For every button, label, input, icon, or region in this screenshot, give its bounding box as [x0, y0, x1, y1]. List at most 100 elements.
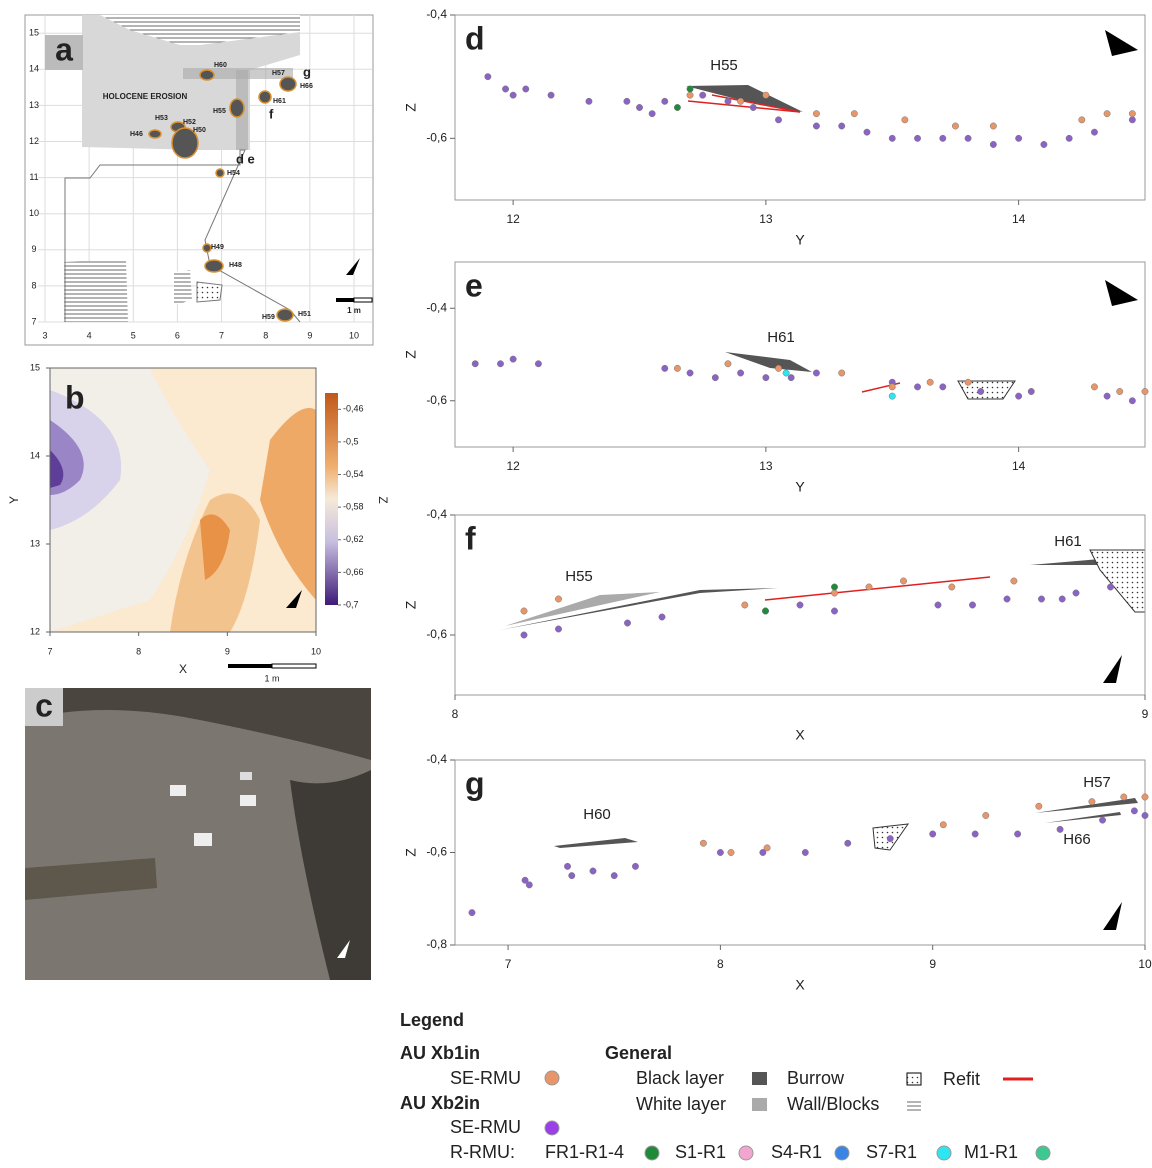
colorbar: [325, 393, 338, 605]
legend-group: AU Xb1in: [400, 1043, 480, 1063]
feature-label: H50: [193, 127, 206, 134]
data-point: [831, 583, 838, 591]
north-arrow: [1105, 30, 1138, 56]
black-layer: [1045, 812, 1121, 823]
x-tick-label: 14: [1012, 212, 1026, 226]
data-point: [838, 122, 846, 130]
scale-label: 1 m: [347, 306, 361, 315]
black-layer: [725, 352, 812, 372]
x-tick-label: 6: [175, 330, 180, 340]
colorbar-tick-label: -0,62: [343, 534, 364, 544]
data-point: [568, 872, 576, 880]
data-point: [969, 601, 976, 609]
data-point: [648, 110, 656, 118]
data-point: [982, 812, 990, 819]
contour-zone: [200, 514, 230, 580]
data-point: [1015, 134, 1023, 142]
section-label: g: [303, 64, 311, 79]
contour-zone: [50, 390, 122, 530]
data-point: [762, 91, 770, 99]
data-point: [1058, 595, 1066, 603]
y-axis-label: Z: [403, 600, 419, 609]
legend-group: General: [605, 1043, 672, 1063]
x-tick-label: 10: [349, 330, 359, 340]
photo-region: [290, 770, 371, 980]
data-point: [1010, 577, 1018, 585]
data-point: [1088, 798, 1096, 806]
data-point: [850, 110, 858, 118]
panel-label: c: [35, 687, 53, 723]
data-point: [636, 104, 643, 111]
legend-item: R-RMU:: [450, 1142, 515, 1162]
data-point: [1107, 583, 1114, 591]
data-point: [737, 97, 745, 105]
annotation: H66: [1063, 831, 1091, 848]
black-layer: [686, 85, 803, 112]
data-point: [699, 839, 707, 847]
data-point: [939, 821, 947, 829]
wall-block: [100, 15, 300, 45]
panel-c: c: [25, 687, 371, 980]
scale-bar: [228, 664, 272, 668]
y-tick-label: 15: [30, 362, 40, 372]
x-tick-label: 9: [225, 646, 230, 656]
y-tick-label: 9: [31, 244, 36, 254]
plot-frame: [454, 261, 1146, 448]
feature-label: H46: [130, 131, 143, 138]
data-point: [964, 134, 972, 142]
data-point: [901, 116, 909, 124]
hearths: [148, 69, 297, 322]
data-point: [1103, 392, 1111, 400]
y-tick-label: 12: [29, 136, 39, 146]
x-axis-label: Y: [795, 232, 805, 248]
plot-frame: [454, 14, 1146, 201]
data-point: [863, 128, 871, 136]
data-point: [964, 378, 972, 386]
y-tick-label: -0,6: [426, 393, 447, 407]
y-tick-label: 7: [31, 316, 36, 326]
data-point: [989, 122, 997, 130]
x-tick-label: 13: [759, 212, 773, 226]
data-point: [1072, 589, 1080, 597]
burrow: [1089, 549, 1146, 613]
data-point: [555, 625, 562, 633]
data-point: [1141, 388, 1149, 395]
colorbar-tick-label: -0,66: [343, 567, 364, 577]
y-tick-label: 14: [30, 450, 40, 460]
panel-label: g: [465, 765, 485, 801]
y-tick-label: -0,4: [426, 300, 447, 314]
data-point: [812, 110, 820, 118]
data-point: [522, 85, 530, 93]
stone: [240, 795, 256, 806]
x-axis-label: X: [795, 727, 805, 743]
section-label: d e: [236, 151, 255, 166]
legend-swatch: [907, 1100, 921, 1112]
colorbar-tick-label: -0,7: [343, 599, 359, 609]
feature-label: H66: [300, 83, 313, 90]
x-tick-label: 9: [307, 330, 312, 340]
data-point: [534, 360, 542, 368]
colorbar-tick-label: -0,5: [343, 436, 359, 446]
legend-item: S7-R1: [866, 1142, 917, 1162]
data-point: [1091, 383, 1098, 391]
data-point: [471, 360, 479, 368]
data-point: [939, 134, 947, 142]
y-tick-label: 15: [29, 28, 39, 38]
legend-group: AU Xb2in: [400, 1093, 480, 1113]
data-point: [1128, 397, 1136, 405]
x-tick-label: 10: [1138, 957, 1152, 971]
scale-bar: [271, 663, 317, 669]
feature-label: H53: [155, 115, 168, 122]
annotation: H60: [583, 806, 611, 823]
data-point: [1128, 116, 1136, 124]
data-point: [741, 601, 749, 609]
data-point: [509, 91, 517, 99]
x-tick-label: 14: [1012, 459, 1026, 473]
y-axis-label: Y: [7, 496, 21, 504]
data-point: [661, 364, 669, 372]
data-point: [724, 97, 732, 105]
stone: [170, 785, 186, 796]
data-point: [977, 388, 985, 395]
data-point: [737, 369, 745, 377]
data-point: [520, 607, 528, 615]
